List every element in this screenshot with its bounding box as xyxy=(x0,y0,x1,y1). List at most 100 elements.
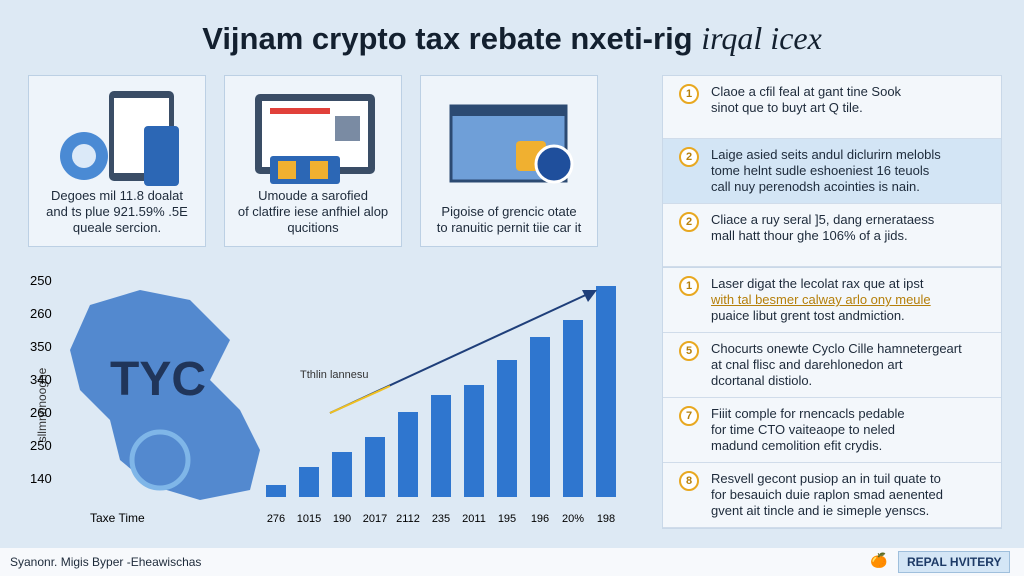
card-line: Degoes mil 11.8 doalat xyxy=(50,188,183,203)
x-label: 235 xyxy=(432,513,450,525)
list-item: 5 Chocurts onewte Cyclo Cille hamnetergea… xyxy=(663,333,1001,398)
x-label: 2011 xyxy=(462,513,486,525)
x-label: 196 xyxy=(531,513,549,525)
bar xyxy=(431,395,451,497)
y-label: 250 xyxy=(30,273,52,288)
card: Umoude a sarofied of clatfire iese anfhie… xyxy=(224,75,402,247)
footer-text: Syanonr. Migis Byper -Eheawischas xyxy=(10,555,202,569)
item-line: tome helnt sudle eshoeniest 16 teuols xyxy=(711,163,930,178)
card-text: Umoude a sarofied of clatfire iese anfhie… xyxy=(225,188,401,236)
item-number: 5 xyxy=(679,341,699,361)
item-line: Chocurts onewte Cyclo Cille hamnetergear… xyxy=(711,341,962,356)
map-shape xyxy=(70,290,260,500)
card-text: Degoes mil 11.8 doalat and ts plue 921.59… xyxy=(29,188,205,236)
bar xyxy=(464,385,484,497)
item-line: Fiiit comple for rnencacls pedable xyxy=(711,406,905,421)
y-labels: 250 260 350 340 260 250 140 xyxy=(30,273,52,486)
y-label: 140 xyxy=(30,471,52,486)
x-label: 2112 xyxy=(396,513,420,525)
item-line: sinot que to buyt art Q tile. xyxy=(711,100,863,115)
item-line: Claoe a cfil feal at gant tine Sook xyxy=(711,84,902,99)
item-number: 2 xyxy=(679,212,699,232)
bar xyxy=(332,452,352,497)
x-labels: 276 1015 190 2017 2112 235 2011 195 196 20% 198 xyxy=(267,513,615,525)
bar xyxy=(497,360,517,497)
title: Vijnam crypto tax rebate nxeti-rig irqal… xyxy=(0,20,1024,57)
badge: REPAL HVITERY xyxy=(898,551,1011,573)
bar xyxy=(596,286,616,497)
map-note: Tthlin lannesu xyxy=(300,369,369,381)
item-line: mall hatt thour ghe 106% of a jids. xyxy=(711,228,908,243)
x-label: 20% xyxy=(562,513,584,525)
x-label: 195 xyxy=(498,513,516,525)
card-line: Umoude a sarofied xyxy=(258,188,368,203)
card-line: to ranuitic pernit tiie car it xyxy=(436,220,582,235)
x-label: 276 xyxy=(267,513,285,525)
item-number: 1 xyxy=(679,84,699,104)
card-line: queale sercion. xyxy=(72,220,162,235)
bar xyxy=(563,320,583,497)
item-line: madund cemolition efit crydis. xyxy=(711,438,883,453)
bar xyxy=(398,412,418,497)
card-line: of clatfire iese anfhiel alop xyxy=(237,204,389,219)
item-line: Cliace a ruy seral ]5, dang ernerataess xyxy=(711,212,935,227)
title-main: Vijnam crypto tax rebate nxeti-rig xyxy=(202,21,693,56)
x-label: 198 xyxy=(597,513,615,525)
list-panel: 1 Claoe a cfil feal at gant tine Sook sino… xyxy=(662,75,1002,268)
card-text: Pigoise of grencic otate to ranuitic pern… xyxy=(421,204,597,236)
bar xyxy=(530,337,550,497)
item-line: at cnal flisc and darehlonedon art xyxy=(711,357,903,372)
list-item: 1 Laser digat the lecolat rax que at ipst… xyxy=(663,268,1001,333)
card: Degoes mil 11.8 doalat and ts plue 921.59… xyxy=(28,75,206,247)
item-line: Resvell gecont pusiop an in tuil quate t… xyxy=(711,471,941,486)
y-label: 340 xyxy=(30,372,52,387)
item-line: dcortanal distiolo. xyxy=(711,373,813,388)
axis-title: sllmnonooghe xyxy=(35,367,49,442)
item-line: with tal besmer calway arlo ony meule xyxy=(711,292,931,307)
card: Pigoise of grencic otate to ranuitic pern… xyxy=(420,75,598,247)
item-line: Laige asied seits andul diclurirn melobl… xyxy=(711,147,941,162)
card-icon xyxy=(449,104,574,184)
arrow-head xyxy=(582,290,597,302)
bar xyxy=(299,467,319,497)
title-italic: irqal icex xyxy=(701,20,822,56)
card-icon xyxy=(255,94,375,184)
item-number: 1 xyxy=(679,276,699,296)
item-line: Laser digat the lecolat rax que at ipst xyxy=(711,276,924,291)
x-label: 2017 xyxy=(363,513,387,525)
item-number: 2 xyxy=(679,147,699,167)
list-item: 2 Cliace a ruy seral ]5, dang ernerataess… xyxy=(663,204,1001,267)
item-number: 7 xyxy=(679,406,699,426)
card-line: Pigoise of grencic otate xyxy=(441,204,577,219)
item-line: call nuy perenodsh acointies is nain. xyxy=(711,179,920,194)
y-label: 250 xyxy=(30,438,52,453)
chart-graphic: TYC Tthlin lannesu sllmnonooghe 250 260 35… xyxy=(30,273,616,525)
x-label: 1015 xyxy=(297,513,321,525)
item-line: puaice libut grent tost andmiction. xyxy=(711,308,905,323)
x-title: Taxe Time xyxy=(90,511,145,525)
y-label: 260 xyxy=(30,306,52,321)
item-line: gvent ait tincle and ie simeple yenscs. xyxy=(711,503,930,518)
y-label: 350 xyxy=(30,339,52,354)
stamp xyxy=(129,429,191,491)
trend-accent xyxy=(329,385,391,414)
x-label: 190 xyxy=(333,513,351,525)
map-text: TYC xyxy=(110,353,206,406)
item-line: for besauich duie raplon smad aenented xyxy=(711,487,943,502)
card-icon xyxy=(60,91,179,186)
item-number: 8 xyxy=(679,471,699,491)
badge-icon: 🍊 xyxy=(870,552,888,568)
list-item: 2 Laige asied seits andul diclurirn melob… xyxy=(663,139,1001,204)
list-item: 8 Resvell gecont pusiop an in tuil quate … xyxy=(663,463,1001,528)
item-line: for time CTO vaiteaope to neled xyxy=(711,422,896,437)
list-item: 1 Claoe a cfil feal at gant tine Sook sino… xyxy=(663,76,1001,139)
card-line: qucitions xyxy=(287,220,339,235)
y-label: 260 xyxy=(30,405,52,420)
bar xyxy=(365,437,385,497)
list-panel: 1 Laser digat the lecolat rax que at ipst… xyxy=(662,267,1002,529)
bar xyxy=(266,485,286,497)
list-item: 7 Fiiit comple for rnencacls pedable for t… xyxy=(663,398,1001,463)
card-line: and ts plue 921.59% .5E xyxy=(46,204,188,219)
